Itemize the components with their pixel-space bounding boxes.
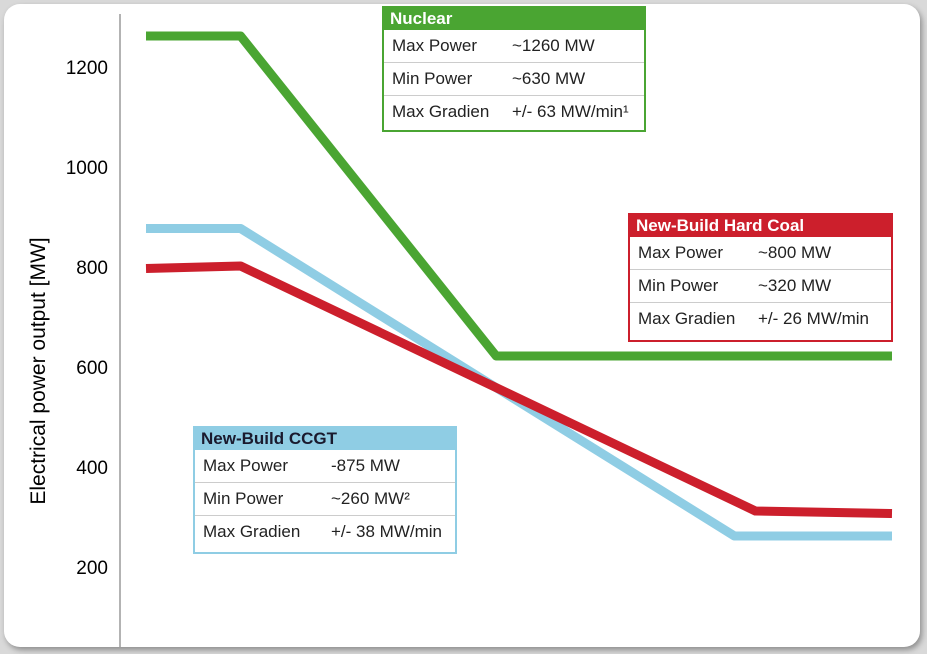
legend-box-hard-coal: New-Build Hard Coal Max Power ~800 MW Min P… [628,213,893,342]
legend-row-value: ~800 MW [758,243,832,262]
series-lines [145,31,893,541]
y-tick-label-200: 200 [76,558,108,579]
legend-row-label: Min Power [392,69,473,88]
legend-row-value: -875 MW [331,456,400,475]
legend-row: Max Power ~1260 MW [384,30,644,62]
y-tick-labels: 200 400 600 800 1000 1200 [66,58,108,579]
legend-row: Max Power ~800 MW [630,237,891,269]
legend-row-label: Max Power [638,243,724,262]
legend-row-label: Max Gradien [638,309,736,328]
series-line-hard-coal [145,261,893,518]
y-axis-label: Electrical power output [MW] [27,237,50,504]
legend-row-value: ~630 MW [512,69,586,88]
legend-row-label: Max Gradien [392,102,490,121]
legend-row: Max Gradien +/- 26 MW/min [630,302,891,335]
series-line-nuclear [146,31,892,361]
legend-row: Max Gradien +/- 38 MW/min [195,515,455,548]
y-tick-label-1200: 1200 [66,58,108,79]
y-tick-label-1000: 1000 [66,158,108,179]
line-chart: 200 400 600 800 1000 1200 Electrical power ou… [27,14,893,647]
legend-row-value: +/- 26 MW/min [758,309,869,328]
y-tick-label-800: 800 [76,258,108,279]
legend-row: Min Power ~320 MW [630,269,891,302]
legend-row: Max Power -875 MW [195,450,455,482]
legend-row-value: ~260 MW² [331,489,410,508]
legend-row-label: Min Power [638,276,719,295]
legend-row: Min Power ~630 MW [384,62,644,95]
legend-title-ccgt: New-Build CCGT [195,428,455,450]
legend-row-value: +/- 63 MW/min¹ [512,102,629,121]
legend-box-nuclear: Nuclear Max Power ~1260 MW Min Power ~630 MW… [382,6,646,132]
legend-row: Max Gradien +/- 63 MW/min¹ [384,95,644,128]
legend-row-value: +/- 38 MW/min [331,522,442,541]
chart-frame: 200 400 600 800 1000 1200 Electrical power ou… [4,4,920,647]
legend-row-label: Max Power [203,456,289,475]
legend-title-hard-coal: New-Build Hard Coal [630,215,891,237]
legend-row-value: ~1260 MW [512,36,595,55]
legend-box-ccgt: New-Build CCGT Max Power -875 MW Min Power ~… [193,426,457,554]
legend-row: Min Power ~260 MW² [195,482,455,515]
y-tick-label-600: 600 [76,358,108,379]
legend-row-label: Max Power [392,36,478,55]
legend-row-value: ~320 MW [758,276,832,295]
legend-title-nuclear: Nuclear [384,8,644,30]
y-tick-label-400: 400 [76,458,108,479]
legend-row-label: Min Power [203,489,284,508]
legend-row-label: Max Gradien [203,522,301,541]
